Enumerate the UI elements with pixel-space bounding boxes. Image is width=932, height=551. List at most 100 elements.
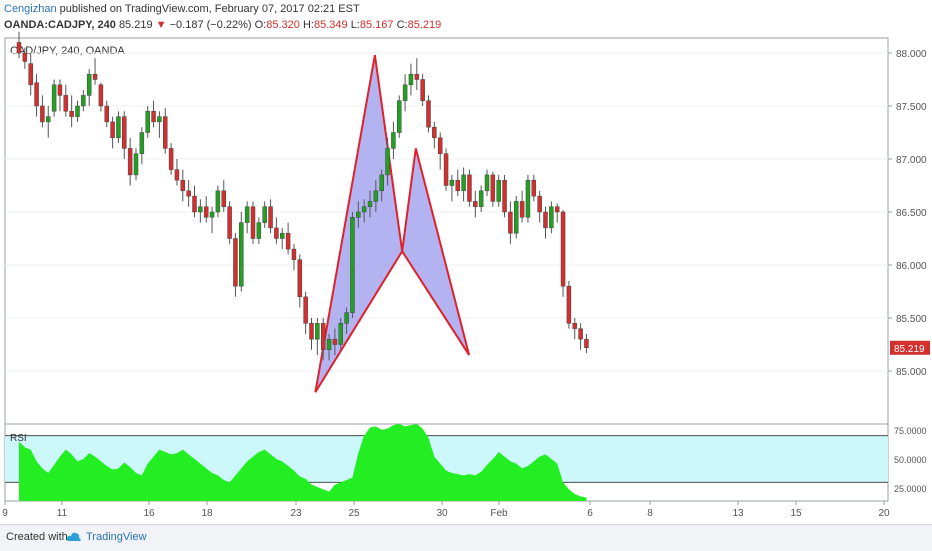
candle-body — [350, 217, 355, 313]
time-tick-label: 20 — [878, 508, 890, 519]
candle-body — [22, 52, 28, 62]
close-value: 85.219 — [407, 19, 442, 31]
price-pane-title: CAD/JPY, 240, OANDA — [10, 45, 125, 57]
candle-body — [285, 232, 291, 250]
candle-body — [250, 206, 256, 239]
candle-body — [315, 323, 320, 340]
candle-body — [543, 211, 548, 229]
candle-body — [168, 148, 174, 170]
time-tick-label: 13 — [732, 508, 744, 519]
time-tick-label: Feb — [490, 508, 508, 519]
pattern-xb-line — [314, 250, 404, 393]
publish-line: Cengizhan published on TradingView.com, … — [4, 3, 360, 15]
candle-body — [309, 323, 314, 340]
price-tick-label: 88.000 — [896, 49, 927, 60]
candle-body — [133, 153, 139, 176]
time-tick-label: 15 — [790, 508, 802, 519]
rsi-pane-title: RSI — [10, 433, 27, 444]
candle-body — [110, 121, 115, 139]
candle-body — [280, 232, 285, 239]
candle-body — [34, 82, 39, 107]
candle-body — [356, 211, 361, 218]
candle-body — [233, 238, 238, 287]
time-tick-label: 18 — [201, 508, 213, 519]
time-tick-label: 8 — [647, 508, 653, 519]
candle-body — [198, 206, 203, 213]
rsi-tick-label: 25.0000 — [894, 484, 927, 494]
price-tick-label: 86.000 — [896, 261, 927, 272]
published-text: published on TradingView.com, February 0… — [59, 3, 360, 15]
candle-body — [256, 222, 262, 239]
candle-body — [478, 190, 484, 207]
rsi-tick-label: 50.0000 — [894, 455, 927, 465]
time-tick-label: 11 — [57, 508, 68, 519]
candle-body — [437, 137, 443, 154]
time-tick-label: 30 — [436, 508, 448, 519]
candle-body — [186, 190, 191, 197]
candle-body — [40, 105, 45, 123]
candle-body — [145, 111, 150, 133]
candle-body — [86, 73, 92, 96]
candle-body — [291, 248, 297, 260]
candle-body — [367, 201, 373, 207]
rsi-indicator — [5, 424, 888, 501]
symbol-label: OANDA:CADJPY, 240 — [4, 19, 116, 31]
candle-body — [578, 328, 583, 340]
time-tick-label: 25 — [348, 508, 360, 519]
candle-body — [560, 211, 566, 287]
candle-body — [57, 84, 63, 96]
candle-body — [139, 132, 145, 154]
high-label: H: — [302, 19, 314, 31]
open-label: O: — [254, 19, 267, 31]
candle-body — [502, 179, 507, 213]
candle-body — [467, 174, 472, 202]
candle-body — [461, 174, 466, 192]
candle-body — [46, 116, 51, 123]
price-tick-label: 87.000 — [896, 155, 927, 166]
candle-body — [227, 206, 232, 239]
last-price-label: 85.219 — [894, 344, 925, 355]
candle-body — [203, 206, 209, 218]
candle-body — [16, 42, 22, 54]
candle-body — [443, 153, 449, 186]
candle-body — [473, 201, 478, 207]
down-triangle-icon: ▼ — [155, 19, 167, 31]
time-tick-label: 23 — [290, 508, 302, 519]
candle-body — [215, 190, 221, 213]
low-value: 85.167 — [359, 19, 394, 31]
candle-body — [549, 206, 554, 229]
candle-body — [344, 312, 349, 324]
last-price: 85.219 — [118, 19, 153, 31]
candle-body — [98, 84, 104, 107]
tradingview-brand-link[interactable]: TradingView — [86, 531, 147, 543]
candle-body — [525, 179, 531, 218]
candle-body — [192, 195, 197, 213]
candle-body — [104, 105, 109, 123]
author-link[interactable]: Cengizhan — [4, 3, 57, 15]
candle-body — [51, 84, 57, 112]
candle-body — [28, 63, 33, 86]
candle-body — [69, 111, 74, 117]
candle-body — [554, 206, 560, 213]
candle-body — [385, 148, 390, 176]
candle-body — [116, 116, 121, 139]
pattern-bd-line — [401, 250, 470, 356]
candle-body — [268, 206, 273, 229]
candle-body — [151, 111, 156, 123]
candle-body — [379, 174, 384, 192]
candle-body — [297, 259, 303, 298]
high-value: 85.349 — [313, 19, 348, 31]
candle-body — [244, 206, 250, 223]
candle-body — [391, 132, 396, 149]
time-tick-label: 16 — [143, 508, 155, 519]
rsi-axis: 75.0000 50.0000 25.0000 — [894, 426, 927, 494]
candle-body — [397, 100, 402, 133]
candle-body — [566, 285, 572, 324]
time-tick-label: 9 — [2, 508, 8, 519]
time-axis: 9 11 16 18 23 25 30 Feb 6 8 13 15 20 — [2, 501, 890, 519]
candle-body — [75, 105, 80, 117]
chart-canvas[interactable]: CAD/JPY, 240, OANDA 88.000 87.500 87.000 86… — [0, 0, 932, 524]
price-tick-label: 87.500 — [896, 102, 927, 113]
candle-body — [519, 201, 525, 218]
candle-body — [239, 222, 244, 287]
